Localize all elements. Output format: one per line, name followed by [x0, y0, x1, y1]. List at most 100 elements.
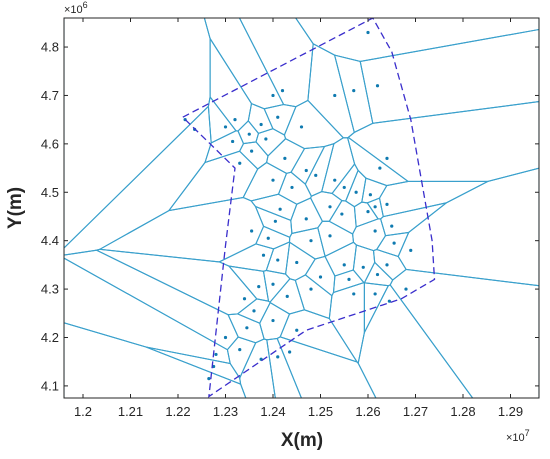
- x-tick-label: 1.28: [450, 404, 475, 419]
- y-tick-label: 4.2: [41, 330, 59, 345]
- data-point: [231, 139, 235, 144]
- data-point: [342, 263, 346, 267]
- data-point: [283, 156, 287, 160]
- study-area-boundary: [181, 18, 436, 398]
- data-point: [404, 287, 408, 291]
- data-point: [271, 178, 275, 182]
- x-tick-label: 1.2: [74, 404, 92, 419]
- data-point: [299, 125, 304, 129]
- x-tick-label: 1.25: [308, 404, 333, 419]
- boundary-line: [181, 18, 436, 398]
- data-point: [333, 93, 337, 98]
- data-point: [242, 297, 247, 301]
- x-tick-label: 1.26: [355, 404, 380, 419]
- x-multiplier-base: ×10: [506, 432, 525, 444]
- y-tick-label: 4.6: [41, 136, 59, 151]
- data-point: [309, 239, 313, 243]
- data-point: [373, 229, 377, 233]
- data-point: [352, 292, 356, 296]
- data-point: [304, 217, 308, 221]
- data-point: [375, 272, 380, 277]
- data-point: [328, 205, 332, 209]
- data-point: [375, 84, 380, 88]
- data-point: [385, 202, 389, 206]
- data-point: [271, 282, 275, 286]
- data-point: [278, 207, 282, 211]
- data-point: [368, 193, 372, 197]
- y-tick-label: 4.1: [41, 378, 59, 393]
- data-point: [318, 275, 323, 279]
- data-point: [233, 118, 237, 122]
- data-point: [328, 234, 332, 238]
- data-point: [288, 350, 292, 354]
- data-point: [309, 287, 313, 291]
- data-point: [271, 93, 275, 98]
- data-point: [223, 125, 228, 129]
- y-tick-label: 4.3: [41, 282, 59, 297]
- data-point: [385, 156, 389, 160]
- voronoi-cell: [295, 18, 539, 62]
- data-point: [259, 122, 263, 127]
- data-point: [378, 166, 382, 170]
- y-axis-label: Y(m): [5, 187, 26, 229]
- y-multiplier-exponent: 6: [83, 0, 88, 10]
- data-point: [266, 236, 270, 240]
- data-point: [373, 205, 377, 209]
- voronoi-cell: [288, 227, 326, 260]
- x-tick-label: 1.24: [260, 404, 285, 419]
- data-point: [392, 241, 396, 245]
- data-point: [264, 137, 268, 141]
- data-point: [352, 89, 356, 93]
- data-point: [387, 299, 391, 303]
- data-point: [271, 318, 275, 323]
- data-point: [385, 263, 389, 267]
- data-point: [238, 161, 242, 165]
- data-point: [366, 210, 370, 214]
- x-tick-label: 1.23: [213, 404, 238, 419]
- data-point: [276, 258, 280, 262]
- data-point: [409, 248, 413, 252]
- x-multiplier-exponent: 7: [525, 428, 530, 438]
- data-point: [276, 115, 280, 119]
- y-multiplier-base: ×10: [64, 4, 83, 16]
- y-tick-label: 4.5: [41, 185, 59, 200]
- data-point: [252, 309, 256, 313]
- y-tick-label: 4.4: [41, 233, 59, 248]
- x-tick-label: 1.21: [118, 404, 143, 419]
- data-point: [238, 347, 242, 352]
- plot-background: [64, 18, 539, 398]
- data-point: [214, 352, 218, 357]
- voronoi-cell: [64, 18, 211, 249]
- data-point: [273, 219, 277, 223]
- data-point: [361, 265, 365, 269]
- x-tick-label: 1.22: [165, 404, 190, 419]
- data-point: [207, 377, 211, 381]
- y-tick-label: 4.7: [41, 88, 59, 103]
- voronoi-cell: [262, 269, 291, 303]
- axis-ticks: 1.2 1.21 1.22 1.23 1.24 1.25 1.26 1.27 1.28 1.29 4…: [41, 18, 539, 419]
- voronoi-cell: [64, 257, 231, 365]
- x-tick-label: 1.29: [498, 404, 523, 419]
- data-point: [390, 224, 394, 228]
- data-point: [250, 229, 254, 233]
- data-point: [223, 335, 228, 340]
- data-point: [342, 185, 346, 190]
- data-point: [285, 294, 289, 298]
- data-point: [314, 173, 318, 177]
- x-multiplier: ×107: [506, 428, 530, 444]
- data-point: [250, 149, 254, 153]
- data-point: [257, 285, 261, 289]
- data-point: [295, 328, 299, 332]
- voronoi-cell: [276, 336, 377, 398]
- data-point: [247, 132, 251, 136]
- data-point: [304, 168, 308, 173]
- data-point: [290, 185, 294, 190]
- y-tick-label: 4.8: [41, 40, 59, 55]
- data-point: [366, 30, 370, 35]
- x-tick-label: 1.27: [403, 404, 428, 419]
- data-point: [333, 178, 337, 182]
- y-multiplier: ×106: [64, 0, 88, 16]
- axes-box: [63, 17, 540, 399]
- data-point: [373, 292, 377, 296]
